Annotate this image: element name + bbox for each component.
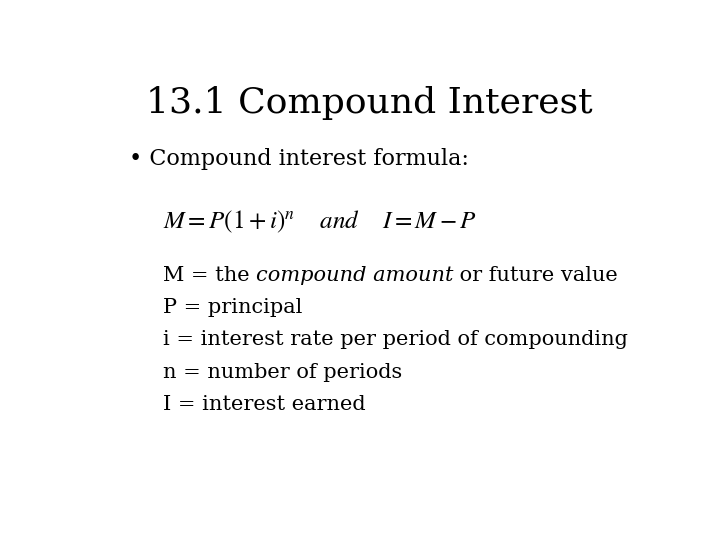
Text: P = principal: P = principal [163, 299, 302, 318]
Text: or future value: or future value [453, 266, 618, 286]
Text: • Compound interest formula:: • Compound interest formula: [129, 148, 469, 170]
Text: I = interest earned: I = interest earned [163, 395, 365, 414]
Text: $M = P(1+i)^{n}$    $\mathit{and}$    $I = M - P$: $M = P(1+i)^{n}$ $\mathit{and}$ $I = M -… [163, 208, 477, 234]
Text: compound amount: compound amount [256, 266, 453, 286]
Text: M = the: M = the [163, 266, 256, 286]
Text: 13.1 Compound Interest: 13.1 Compound Interest [145, 85, 593, 119]
Text: n = number of periods: n = number of periods [163, 362, 402, 382]
Text: i = interest rate per period of compounding: i = interest rate per period of compound… [163, 330, 627, 349]
